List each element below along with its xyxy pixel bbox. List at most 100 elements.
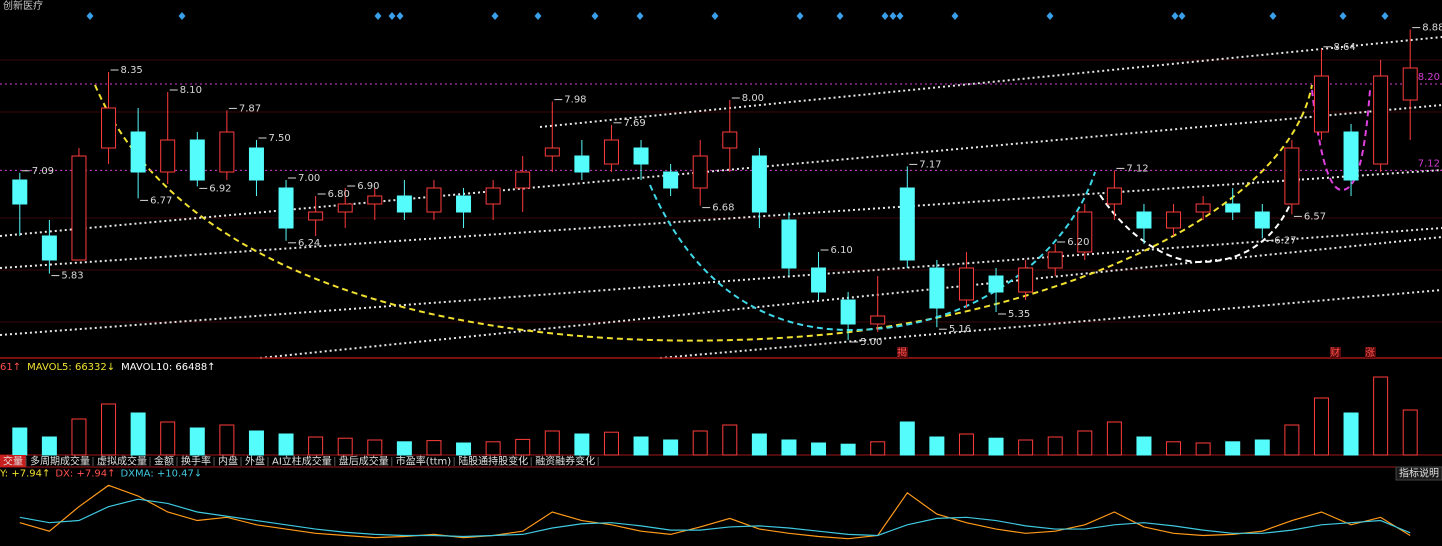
signal-diamond [636, 12, 644, 20]
trend-lines [0, 36, 1442, 359]
signal-diamond [86, 12, 94, 20]
signal-diamond [1269, 12, 1277, 20]
volume-bar [1166, 441, 1182, 456]
candle-body [1136, 211, 1152, 229]
candle-body [958, 267, 974, 301]
candle-body [1047, 251, 1063, 269]
candle-body [781, 219, 797, 269]
indicator-tab[interactable]: 内盘 [218, 455, 238, 468]
indicator-tab[interactable]: 市盈率(ttm) [396, 455, 451, 468]
candle-body [1225, 203, 1241, 213]
volume-bar [544, 430, 560, 456]
volume-bar [988, 437, 1004, 456]
indicator-tab[interactable]: 金额 [154, 455, 174, 468]
price-annotation: 6.92 [209, 183, 231, 194]
volume-bar [929, 436, 945, 456]
volume-bar [101, 403, 117, 456]
price-annotation: 6.20 [1067, 237, 1089, 248]
price-annotation: 7.98 [564, 95, 586, 106]
volume-bar [781, 439, 797, 456]
volume-bar [130, 412, 146, 456]
price-annotation: 5.35 [1008, 309, 1030, 320]
price-annotation: 6.10 [831, 245, 853, 256]
volume-bar [515, 438, 531, 456]
volume-bar [1313, 397, 1329, 456]
signal-diamond [396, 12, 404, 20]
indicator-legend: DX: +7.94↑ [55, 469, 115, 480]
candle-body [1254, 211, 1270, 229]
volume-bar [41, 436, 57, 456]
indicator-tab[interactable]: 外盘 [245, 455, 265, 468]
volume-bar [811, 442, 827, 456]
price-annotation: 6.27 [1274, 235, 1296, 246]
indicator-tab-bg [0, 455, 26, 467]
candle-body [367, 195, 383, 205]
indicator-tab[interactable]: 换手率 [181, 455, 211, 468]
candle-body [722, 131, 738, 149]
candle-body [71, 155, 87, 261]
price-annotation: 7.69 [623, 118, 645, 129]
event-marker-bg [897, 347, 908, 358]
candle-body [1313, 75, 1329, 133]
candle-body [396, 195, 412, 213]
volume-bar [1343, 412, 1359, 456]
volume-bar [1225, 441, 1241, 456]
signal-diamond [491, 12, 499, 20]
stock-title: 创新医疗 [3, 0, 43, 12]
candle-body [485, 187, 501, 205]
signal-diamond [1046, 12, 1054, 20]
volume-bar [1402, 409, 1418, 456]
volume-bar [899, 421, 915, 456]
price-annotation: 8.10 [180, 85, 202, 96]
candle-body [41, 235, 57, 261]
candle-body [929, 267, 945, 309]
candle-body [248, 147, 264, 181]
price-annotation: 7.17 [919, 159, 941, 170]
volume-bar [160, 421, 176, 456]
price-annotation: 6.57 [1304, 211, 1326, 222]
indicator-tab[interactable]: 交量 [3, 455, 23, 468]
indicator-help-button[interactable]: 指标说明 [1399, 467, 1439, 480]
candle-body [811, 267, 827, 293]
signal-diamond [388, 12, 396, 20]
event-marker: 财 [1330, 346, 1340, 359]
indicator-line [19, 484, 1411, 540]
price-annotation: 5.83 [61, 271, 83, 282]
signal-diamond [534, 12, 542, 20]
candle-body [12, 179, 28, 205]
level-label: 7.12 [1418, 158, 1440, 169]
price-annotation: 7.09 [32, 166, 54, 177]
indicator-tab[interactable]: 虚拟成交量 [97, 455, 147, 468]
volume-bar [426, 440, 442, 456]
volume-bar [456, 442, 472, 456]
price-annotation: 7.00 [298, 173, 320, 184]
candle-body [751, 155, 767, 213]
price-annotation: 6.24 [298, 238, 320, 249]
volume-bar [751, 433, 767, 456]
indicator-tab[interactable]: 陆股通持股变化 [458, 455, 528, 468]
volume-bar [367, 439, 383, 456]
candle-body [130, 131, 146, 173]
indicator-legend: DXMA: +10.47↓ [120, 469, 202, 480]
candle-body [1284, 147, 1300, 205]
volume-bar [692, 430, 708, 456]
price-annotation: 6.68 [712, 203, 734, 214]
volume-bar [603, 431, 619, 456]
volume-bar [1106, 421, 1122, 456]
volume-bar [958, 433, 974, 456]
candle-body [456, 195, 472, 213]
candle-body [1106, 187, 1122, 205]
candle-body [515, 171, 531, 189]
volume-legend: MAVOL5: 66332↓ [27, 362, 115, 373]
volume-legend: MAVOL10: 66488↑ [121, 362, 215, 373]
candle-body [574, 155, 590, 173]
signal-diamond [591, 12, 599, 20]
indicator-tab[interactable]: 融资融券变化 [535, 455, 595, 468]
indicator-tab[interactable]: AI立柱成交量 [272, 455, 332, 468]
volume-bar [633, 436, 649, 456]
indicator-tab[interactable]: 盘后成交量 [339, 455, 389, 468]
volume-bar [1077, 430, 1093, 456]
signal-diamond [889, 12, 897, 20]
indicator-tab[interactable]: 多周期成交量 [30, 455, 90, 468]
